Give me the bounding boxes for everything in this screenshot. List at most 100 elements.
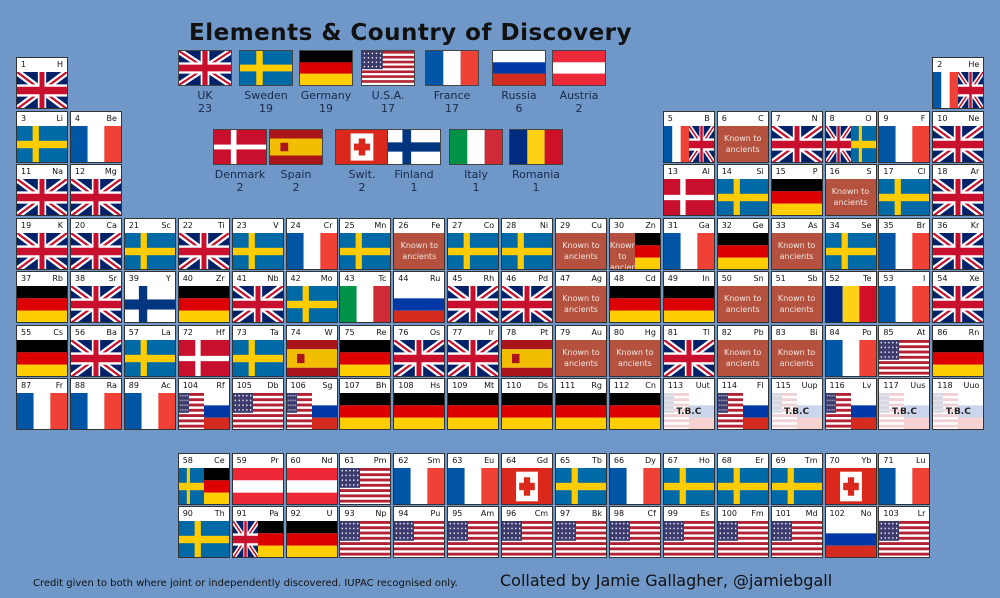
element-header: 40 Zr [179, 272, 229, 286]
es-flag-icon [286, 339, 337, 376]
atomic-number: 114 [721, 381, 737, 390]
element-symbol: Ac [161, 381, 171, 390]
element-symbol: S [866, 167, 872, 176]
atomic-number: 86 [937, 327, 948, 337]
atomic-number: 4 [74, 113, 80, 123]
flag-area [556, 393, 606, 429]
fi-flag-icon [124, 286, 175, 322]
atomic-number: 102 [829, 509, 845, 518]
element-symbol: Hg [644, 327, 656, 337]
element-header: 91 Pa [233, 507, 283, 521]
flag-area [717, 393, 768, 429]
flag-area [663, 339, 714, 376]
legend-country: Germany [300, 89, 352, 102]
element-cell-au: 79 Au Known to ancients [555, 324, 607, 377]
element-header: 14 Si [718, 165, 768, 179]
element-cell-th: 90 Th [177, 506, 230, 558]
element-header: 84 Po [826, 326, 876, 340]
flag-area [502, 521, 553, 557]
element-header: 43 Tc [340, 272, 390, 286]
flag-area [825, 393, 876, 429]
flag-area [556, 521, 606, 557]
element-cell-s: 16 S Known to ancients [824, 164, 877, 216]
element-symbol: Ir [488, 327, 495, 337]
flag-area [771, 179, 822, 215]
element-symbol: Re [376, 327, 387, 337]
atomic-number: 46 [506, 274, 517, 283]
element-symbol: Cd [645, 274, 656, 283]
legend-country: Russia [501, 89, 537, 102]
uk-flag-icon [70, 286, 121, 322]
element-symbol: Pd [538, 274, 549, 283]
element-header: 67 Ho [664, 454, 714, 468]
element-symbol: Ag [591, 274, 602, 283]
element-symbol: N [811, 113, 818, 123]
element-cell-pu: 94 Pu [393, 506, 446, 558]
flag-area [933, 125, 984, 162]
element-cell-cd: 48 Cd [608, 271, 661, 323]
se-flag-icon [502, 232, 553, 269]
element-symbol: Kr [970, 220, 980, 230]
element-cell-cr: 24 Cr [285, 217, 338, 270]
atomic-number: 65 [560, 456, 571, 465]
flag-area [448, 393, 499, 429]
uk-flag-icon [448, 286, 499, 322]
legend-country: U.S.A. [371, 89, 405, 102]
element-header: 80 Hg [610, 326, 660, 340]
element-header: 63 Eu [448, 454, 498, 468]
element-symbol: Sc [161, 220, 171, 230]
element-cell-br: 35 Br [878, 217, 931, 270]
flag-area [286, 286, 337, 322]
atomic-number: 49 [667, 274, 678, 283]
element-symbol: Rf [216, 381, 225, 390]
flag-area [825, 339, 876, 376]
element-cell-uus: 117 Uus T.B.C [878, 378, 931, 430]
atomic-number: 106 [290, 381, 306, 390]
us-flag-icon [609, 521, 660, 557]
element-header: 26 Fe [394, 219, 444, 233]
element-symbol: Md [805, 509, 818, 518]
element-symbol: Bi [809, 327, 818, 337]
element-header: 85 At [879, 326, 929, 340]
fr-flag-icon [933, 72, 959, 108]
us-flag-icon [178, 393, 204, 429]
flag-area [232, 339, 283, 376]
element-header: 36 Kr [933, 219, 983, 233]
element-header: 54 Xe [933, 272, 983, 286]
element-symbol: Mg [104, 167, 117, 176]
element-cell-db: 105 Db [231, 378, 284, 430]
element-cell-bh: 107 Bh [339, 378, 392, 430]
atomic-number: 59 [236, 456, 247, 465]
legend-country: France [433, 89, 471, 102]
element-header: 81 Tl [664, 326, 714, 340]
element-header: 3 Li [17, 112, 67, 126]
uk-flag-icon [17, 72, 67, 108]
element-cell-mt: 109 Mt [447, 378, 500, 430]
legend-count: 23 [198, 102, 212, 115]
element-symbol: Lu [916, 456, 926, 465]
flag-area [879, 521, 930, 557]
legend-item-es: Spain 2 [266, 130, 326, 194]
de-flag-icon [556, 393, 606, 429]
flag-area [394, 286, 445, 322]
flag-area [124, 393, 175, 429]
element-symbol: Be [106, 113, 117, 123]
de-flag-icon [771, 179, 822, 215]
element-cell-rf: 104 Rf [177, 378, 230, 430]
legend-count: 1 [532, 181, 540, 194]
atomic-number: 58 [182, 456, 193, 465]
element-symbol: Cr [323, 220, 333, 230]
flag-area [502, 339, 553, 376]
se-flag-icon [17, 125, 67, 162]
flag-area: Known to ancients [609, 232, 660, 269]
flag-area [717, 179, 768, 215]
legend-country: Finland [394, 168, 434, 181]
element-header: 74 W [287, 326, 337, 340]
element-header: 45 Rh [448, 272, 498, 286]
element-cell-u: 92 U [285, 506, 338, 558]
element-cell-fm: 100 Fm [716, 506, 769, 558]
de-flag-icon [933, 339, 984, 376]
de-flag-icon [634, 232, 660, 269]
element-header: 88 Ra [71, 379, 121, 393]
